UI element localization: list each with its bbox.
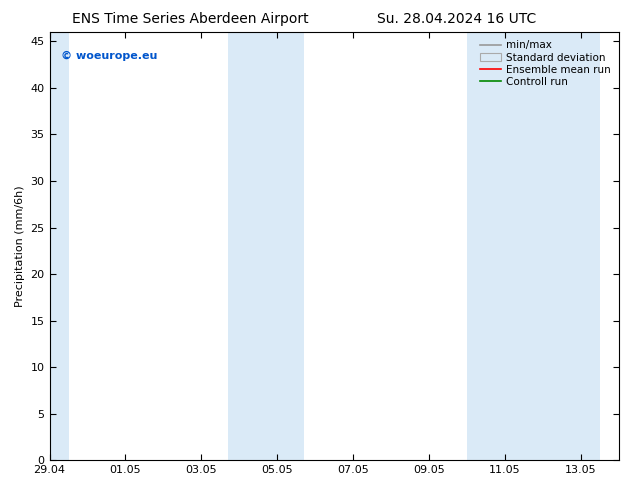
Bar [228, 32, 304, 460]
Bar [467, 32, 600, 460]
Text: ENS Time Series Aberdeen Airport: ENS Time Series Aberdeen Airport [72, 12, 309, 26]
Bar [46, 32, 68, 460]
Text: Su. 28.04.2024 16 UTC: Su. 28.04.2024 16 UTC [377, 12, 536, 26]
Legend: min/max, Standard deviation, Ensemble mean run, Controll run: min/max, Standard deviation, Ensemble me… [477, 37, 614, 90]
Text: © woeurope.eu: © woeurope.eu [61, 51, 157, 61]
Y-axis label: Precipitation (mm/6h): Precipitation (mm/6h) [15, 185, 25, 307]
